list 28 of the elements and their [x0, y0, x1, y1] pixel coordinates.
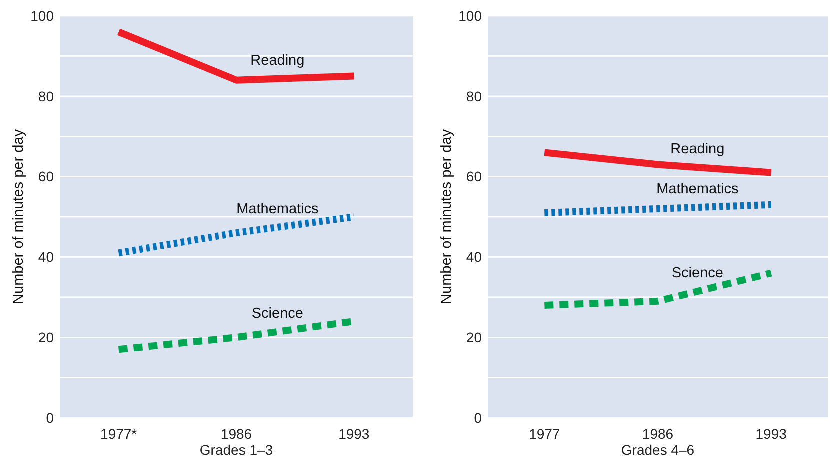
y-tick-label: 100	[458, 8, 482, 24]
x-tick-label: 1977	[529, 426, 560, 442]
x-tick-label: 1993	[756, 426, 788, 442]
y-tick-label: 40	[38, 249, 54, 266]
series-label: Mathematics	[236, 201, 319, 218]
series-label: Science	[672, 266, 724, 282]
x-axis-title: Grades 1–3	[200, 442, 274, 458]
y-tick-label: 80	[38, 88, 54, 104]
y-tick-label: 0	[474, 410, 482, 426]
y-tick-label: 20	[38, 330, 54, 346]
series-label: Reading	[250, 52, 305, 69]
x-tick-label: 1977*	[100, 426, 138, 442]
series-label: Reading	[670, 142, 725, 158]
x-tick-label: 1986	[642, 426, 674, 442]
series-label: Science	[252, 306, 304, 322]
y-axis-title: Number of minutes per day	[11, 128, 27, 304]
y-tick-label: 60	[38, 168, 54, 185]
x-axis-title: Grades 4–6	[621, 442, 695, 458]
y-tick-label: 0	[46, 410, 54, 426]
y-tick-label: 20	[466, 330, 482, 346]
x-tick-label: 1993	[338, 426, 370, 442]
y-tick-label: 60	[466, 168, 482, 185]
y-axis-title: Number of minutes per day	[439, 128, 455, 304]
series-label: Mathematics	[656, 182, 739, 198]
y-tick-label: 80	[466, 88, 482, 104]
y-tick-label: 100	[30, 8, 54, 24]
y-tick-label: 40	[466, 249, 482, 266]
x-tick-label: 1986	[220, 426, 252, 442]
